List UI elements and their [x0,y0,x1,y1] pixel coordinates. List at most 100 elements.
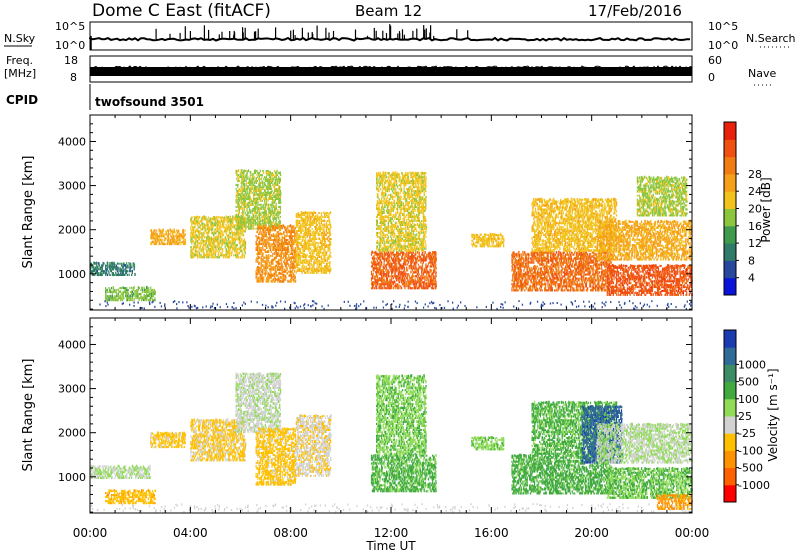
echo-cell [218,250,221,253]
echo-cell [421,273,423,276]
echo-cell [273,186,276,188]
echo-cell [238,230,240,233]
echo-cell [257,229,259,232]
echo-cell [138,287,140,290]
echo-cell [250,227,252,230]
echo-cell [224,218,226,221]
echo-cell [267,207,269,210]
echo-cell [239,228,242,231]
echo-cell [243,187,245,190]
echo-cell [208,253,210,257]
echo-cell [295,213,298,217]
echo-cell [229,226,231,229]
echo-cell [391,279,393,282]
echo-cell [397,287,399,290]
echo-cell [291,260,293,263]
echo-cell [240,225,242,228]
echo-cell [111,295,114,298]
echo-cell [243,233,245,237]
echo-cell [249,211,252,214]
echo-cell [214,216,217,219]
echo-cell [184,233,186,236]
echo-cell [265,232,267,236]
echo-cell [248,190,251,192]
echo-cell [196,230,198,233]
echo-cell [233,247,235,251]
echo-cell [218,256,221,259]
echo-cell [180,233,182,236]
echo-cell [253,169,256,173]
echo-cell [373,255,375,258]
echo-cell [317,232,319,234]
echo-cell [389,229,391,232]
echo-cell [251,177,253,180]
echo-cell [296,249,298,252]
echo-cell [126,274,128,276]
echo-cell [215,248,217,251]
echo-cell [177,242,180,246]
echo-cell [253,201,256,204]
echo-cell [178,232,180,236]
echo-cell [116,266,119,269]
echo-cell [271,179,273,183]
echo-cell [255,259,257,263]
echo-cell [387,235,390,238]
echo-cell [307,233,309,236]
echo-cell [314,222,316,224]
echo-cell [119,273,121,276]
echo-cell [267,205,269,208]
echo-cell [217,256,220,259]
echo-cell [257,276,259,279]
echo-cell [211,224,213,227]
echo-cell [246,197,248,200]
echo-cell [139,297,141,300]
echo-cell [202,240,204,243]
echo-cell [299,267,301,270]
echo-cell [105,296,108,300]
echo-cell [205,217,207,221]
echo-cell [266,186,268,188]
echo-cell [273,249,275,251]
echo-cell [248,216,250,220]
echo-cell [242,219,244,222]
echo-cell [182,233,185,236]
echo-cell [167,237,169,240]
echo-cell [293,280,295,283]
echo-cell [273,218,275,222]
echo-cell [206,255,208,259]
echo-cell [197,230,199,233]
echo-cell [126,266,128,269]
echo-cell [241,219,243,222]
echo-cell [190,238,192,241]
echo-cell [432,263,435,266]
echo-cell [106,264,108,267]
echo-cell [258,195,261,198]
echo-cell [235,234,237,237]
echo-cell [288,264,290,267]
echo-cell [277,280,279,283]
echo-cell [239,245,242,249]
nsearch-tick-top: 10^5 [708,20,738,33]
echo-cell [259,182,262,184]
echo-cell [235,256,237,259]
echo-cell [390,217,392,220]
echo-cell [407,260,410,264]
echo-cell [243,239,245,243]
echo-cell [202,222,204,225]
echo-cell [258,239,261,242]
echo-cell [237,201,239,204]
echo-cell [91,272,94,275]
echo-cell [159,229,161,232]
echo-cell [249,171,252,175]
noise-spikes [90,24,469,50]
echo-cell [228,224,230,227]
echo-cell [204,216,206,219]
echo-cell [244,199,247,202]
echo-cell [277,178,279,181]
echo-cell [165,233,167,236]
echo-cell [222,238,225,241]
echo-cell [306,253,308,256]
echo-cell [261,231,263,234]
echo-cell [258,246,261,249]
echo-cell [241,243,243,247]
